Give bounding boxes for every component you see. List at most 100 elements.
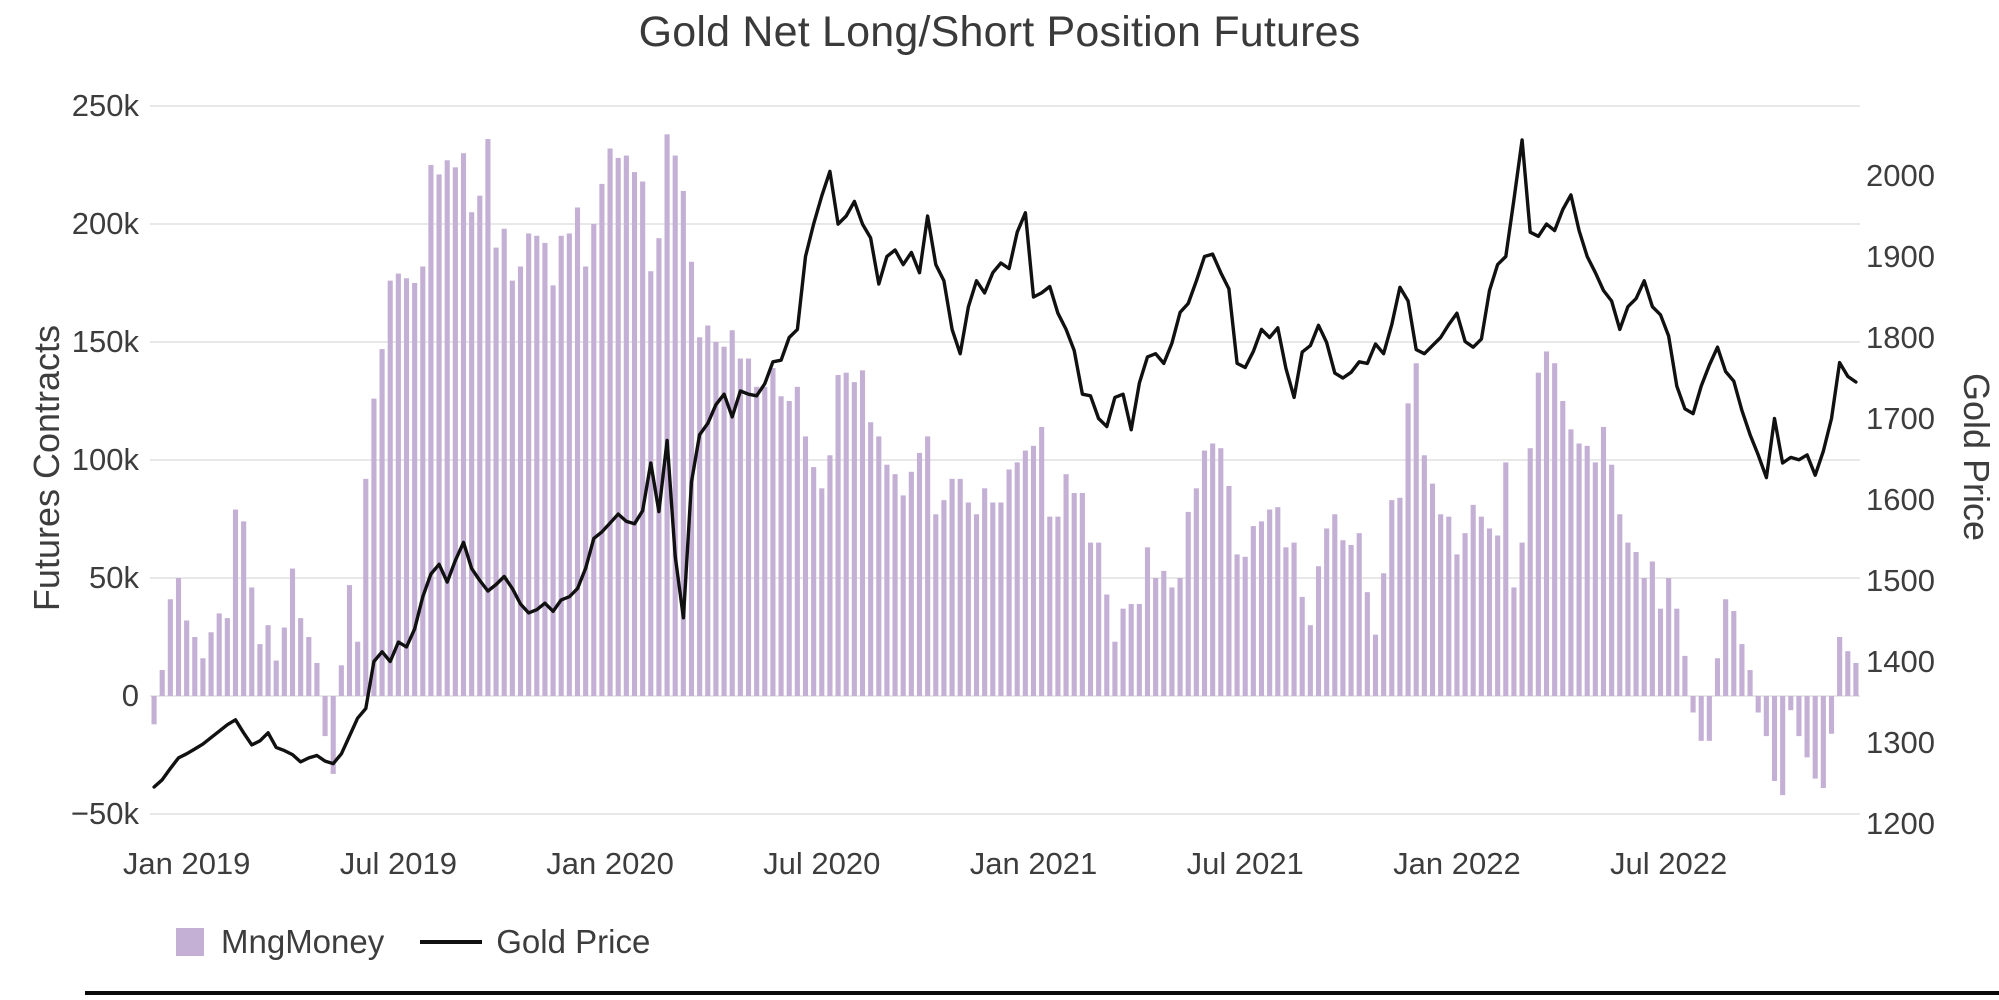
mngmoney-bar <box>501 228 507 696</box>
mngmoney-bar <box>762 386 768 696</box>
mngmoney-bar <box>1356 533 1362 696</box>
right-axis-title: Gold Price <box>1956 373 1997 542</box>
mngmoney-bar <box>1682 655 1688 696</box>
mngmoney-bar <box>623 155 629 696</box>
mngmoney-bar <box>607 148 613 697</box>
mngmoney-bar <box>1438 514 1444 696</box>
mngmoney-bar <box>1828 696 1835 734</box>
mngmoney-bar <box>1698 696 1704 741</box>
mngmoney-bar <box>1283 547 1289 696</box>
left-axis-tick: 150k <box>71 324 139 359</box>
mngmoney-bar <box>664 134 670 696</box>
mngmoney-bar <box>1079 493 1085 696</box>
mngmoney-bar <box>851 382 857 696</box>
mngmoney-bar <box>452 167 458 697</box>
mngmoney-bar <box>444 160 450 696</box>
right-axis-tick: 1300 <box>1866 724 1935 760</box>
mngmoney-bar <box>1234 554 1240 696</box>
mngmoney-bar <box>1649 561 1655 696</box>
mngmoney-bar <box>884 464 890 696</box>
mngmoney-bar <box>1381 573 1387 696</box>
left-axis-tick: 50k <box>89 560 139 595</box>
mngmoney-bar <box>648 271 654 696</box>
mngmoney-bar <box>1543 351 1550 696</box>
mngmoney-bar <box>949 478 955 696</box>
left-axis-tick: 100k <box>71 442 139 477</box>
mngmoney-bar <box>1169 587 1175 696</box>
legend: MngMoney Gold Price <box>176 923 650 961</box>
x-axis-tick: Jan 2022 <box>1393 846 1521 881</box>
mngmoney-bar <box>859 370 866 696</box>
mngmoney-bar <box>1755 696 1761 713</box>
mngmoney-bar <box>550 285 556 696</box>
mngmoney-bar <box>1633 552 1639 696</box>
mngmoney-bar <box>1193 488 1199 696</box>
mngmoney-bar <box>1397 497 1403 696</box>
mngmoney-bar <box>1584 445 1590 696</box>
mngmoney-bar <box>1657 608 1664 696</box>
mngmoney-bar <box>925 436 931 696</box>
mngmoney-bar <box>892 474 898 696</box>
mngmoney-bar <box>346 585 353 696</box>
mngmoney-bar <box>1739 644 1745 696</box>
mngmoney-bar <box>1226 485 1232 696</box>
mngmoney-bar <box>705 325 711 696</box>
mngmoney-bar <box>1845 651 1851 696</box>
mngmoney-bar <box>1413 363 1419 696</box>
mngmoney-bar <box>281 627 287 696</box>
mngmoney-bar <box>1112 641 1118 696</box>
mngmoney-bar <box>1788 696 1794 711</box>
mngmoney-bar <box>631 172 638 696</box>
mngmoney-bar <box>1812 696 1818 779</box>
mngmoney-bar <box>1185 511 1191 696</box>
right-axis-tick: 1800 <box>1866 319 1935 355</box>
mngmoney-bar <box>509 280 515 696</box>
mngmoney-bar <box>729 330 735 696</box>
mngmoney-bar <box>1039 426 1045 696</box>
mngmoney-bar <box>1006 469 1012 696</box>
mngmoney-bar <box>1666 578 1672 696</box>
x-axis-tick: Jan 2019 <box>122 846 251 881</box>
left-axis-tick: 0 <box>121 678 139 713</box>
mngmoney-bar <box>990 502 996 696</box>
mngmoney-bar <box>1706 696 1712 741</box>
mngmoney-bar <box>542 242 548 696</box>
right-axis-tick: 1200 <box>1866 805 1935 841</box>
mngmoney-bar <box>428 165 434 696</box>
mngmoney-bar <box>1511 587 1517 696</box>
mngmoney-bar <box>1641 578 1647 696</box>
mngmoney-bar <box>1421 455 1427 696</box>
mngmoney-bar <box>1731 611 1737 696</box>
mngmoney-bar <box>1299 596 1305 696</box>
mngmoney-bar <box>1568 429 1574 696</box>
mngmoney-bar <box>485 139 491 697</box>
mngmoney-bar <box>591 224 597 696</box>
mngmoney-bar <box>289 568 296 696</box>
mngmoney-bar <box>395 273 401 696</box>
mngmoney-bar <box>998 502 1004 696</box>
mngmoney-bar <box>338 665 344 696</box>
chart-title: Gold Net Long/Short Position Futures <box>638 8 1361 56</box>
mngmoney-bar <box>1674 608 1680 696</box>
mngmoney-bar <box>1055 516 1061 696</box>
mngmoney-bar <box>1592 462 1598 696</box>
mngmoney-bar <box>566 233 572 696</box>
legend-line-swatch-icon <box>420 940 483 944</box>
mngmoney-bar <box>1291 542 1297 696</box>
mngmoney-bar <box>640 181 646 696</box>
left-axis-tick: −50k <box>70 796 139 831</box>
mngmoney-bar <box>574 207 581 697</box>
mngmoney-bar <box>672 155 678 696</box>
mngmoney-bar <box>941 500 947 696</box>
mngmoney-bar <box>1462 533 1468 696</box>
mngmoney-bar <box>1104 594 1110 696</box>
mngmoney-bar <box>1218 448 1224 696</box>
mngmoney-bar <box>1144 547 1151 696</box>
mngmoney-bar <box>184 620 190 696</box>
mngmoney-bar <box>697 337 703 696</box>
mngmoney-bar <box>1161 570 1167 696</box>
mngmoney-bar <box>387 280 393 696</box>
mngmoney-bar <box>517 266 524 696</box>
x-axis-tick: Jul 2020 <box>763 846 881 881</box>
mngmoney-bar <box>306 637 312 696</box>
